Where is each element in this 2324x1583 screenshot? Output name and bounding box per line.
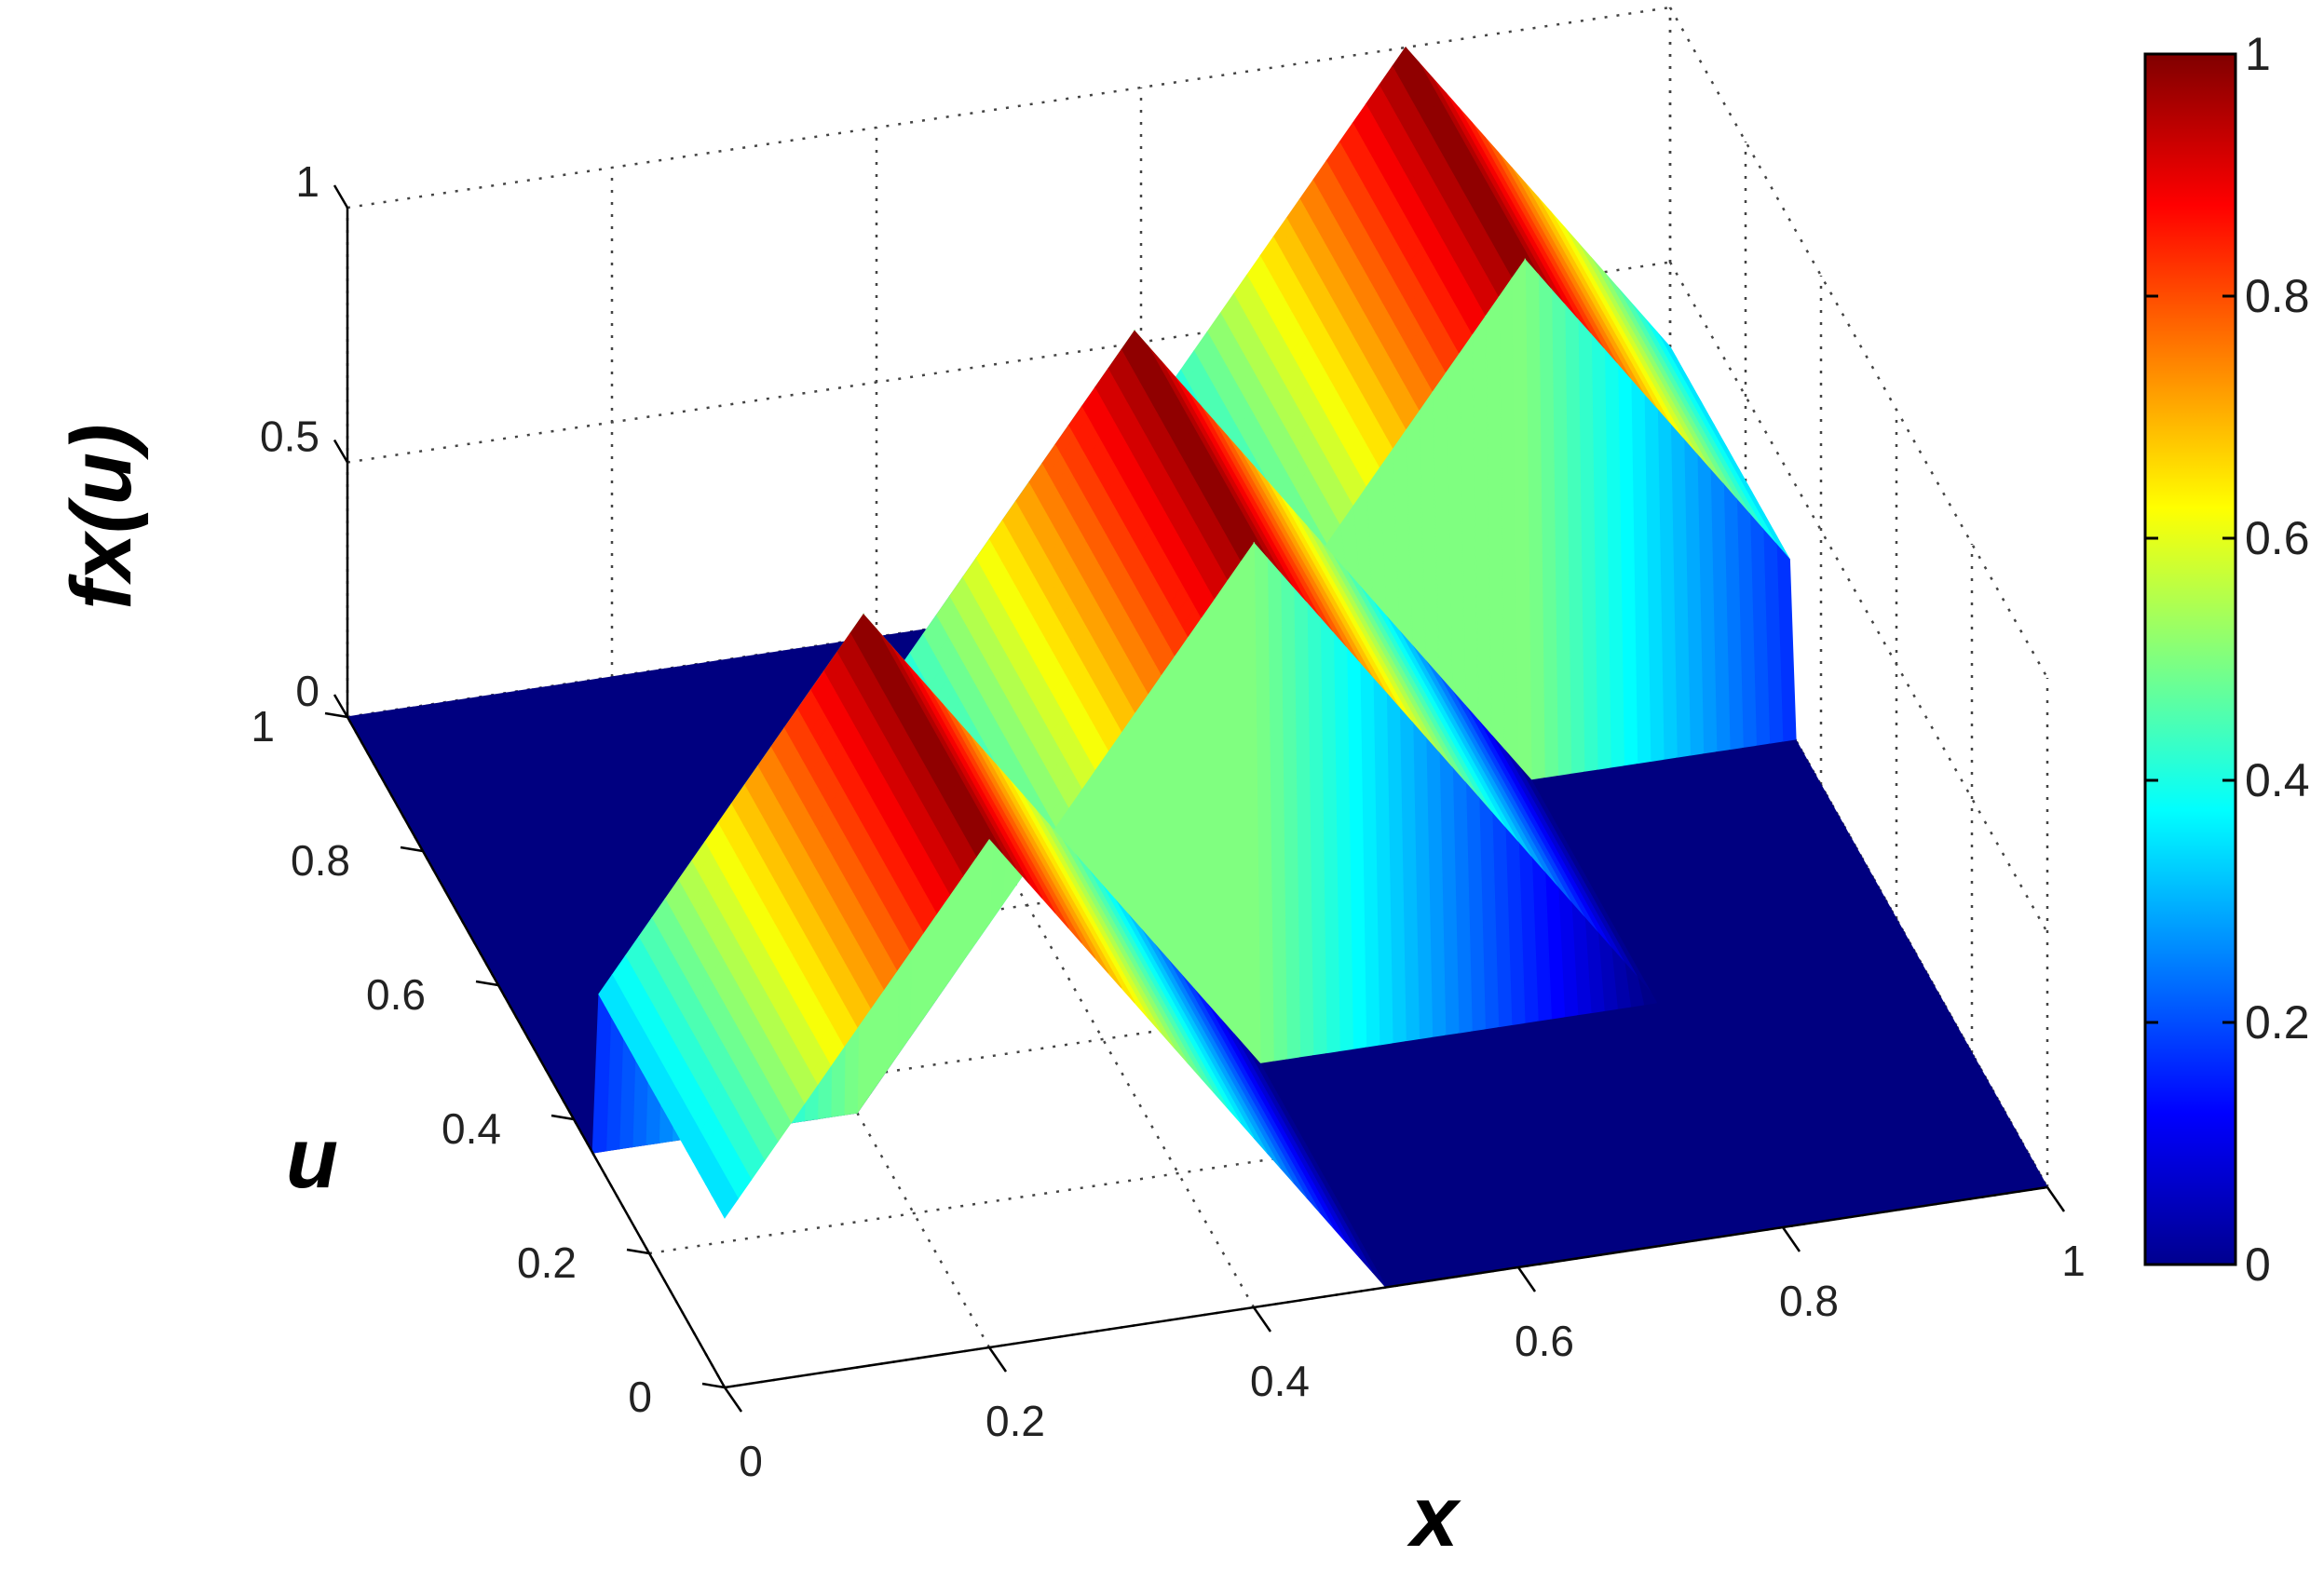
grid-line [347,6,1671,210]
surface-plot [347,46,2048,1289]
